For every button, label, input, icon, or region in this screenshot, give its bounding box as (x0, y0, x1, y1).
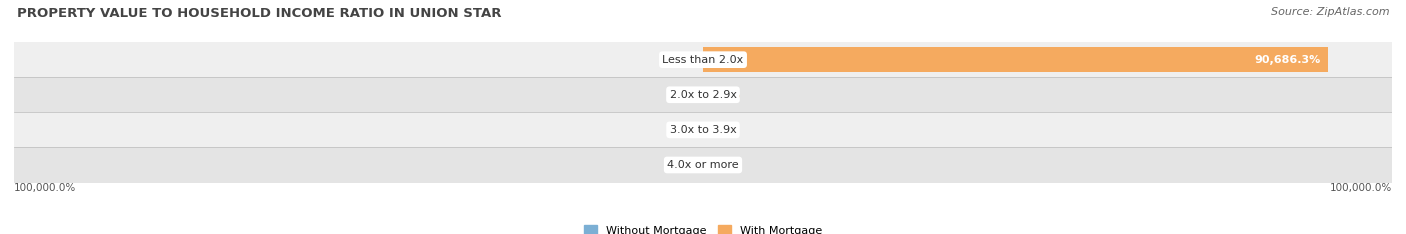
Bar (14, 147, 1392, 183)
Text: 13.1%: 13.1% (665, 160, 700, 170)
Text: 8.2%: 8.2% (672, 125, 700, 135)
Text: 4.0x or more: 4.0x or more (668, 160, 738, 170)
Text: 67.2%: 67.2% (665, 55, 700, 65)
Text: 90,686.3%: 90,686.3% (1254, 55, 1320, 65)
Text: 2.0x to 2.9x: 2.0x to 2.9x (669, 90, 737, 100)
Text: 13.7%: 13.7% (706, 125, 741, 135)
Text: Less than 2.0x: Less than 2.0x (662, 55, 744, 65)
Text: 100,000.0%: 100,000.0% (1330, 183, 1392, 193)
Text: 9.8%: 9.8% (672, 90, 700, 100)
Text: Source: ZipAtlas.com: Source: ZipAtlas.com (1271, 7, 1389, 17)
Bar (703, 47, 1327, 72)
Legend: Without Mortgage, With Mortgage: Without Mortgage, With Mortgage (579, 221, 827, 234)
Bar (14, 112, 1392, 147)
Text: 2.0%: 2.0% (704, 160, 734, 170)
Text: 100,000.0%: 100,000.0% (14, 183, 76, 193)
Text: 3.0x to 3.9x: 3.0x to 3.9x (669, 125, 737, 135)
Bar (14, 42, 1392, 77)
Text: 58.8%: 58.8% (706, 90, 741, 100)
Bar (14, 77, 1392, 112)
Text: PROPERTY VALUE TO HOUSEHOLD INCOME RATIO IN UNION STAR: PROPERTY VALUE TO HOUSEHOLD INCOME RATIO… (17, 7, 502, 20)
